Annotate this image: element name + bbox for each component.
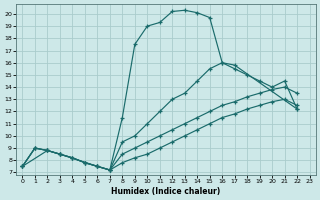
X-axis label: Humidex (Indice chaleur): Humidex (Indice chaleur) — [111, 187, 221, 196]
